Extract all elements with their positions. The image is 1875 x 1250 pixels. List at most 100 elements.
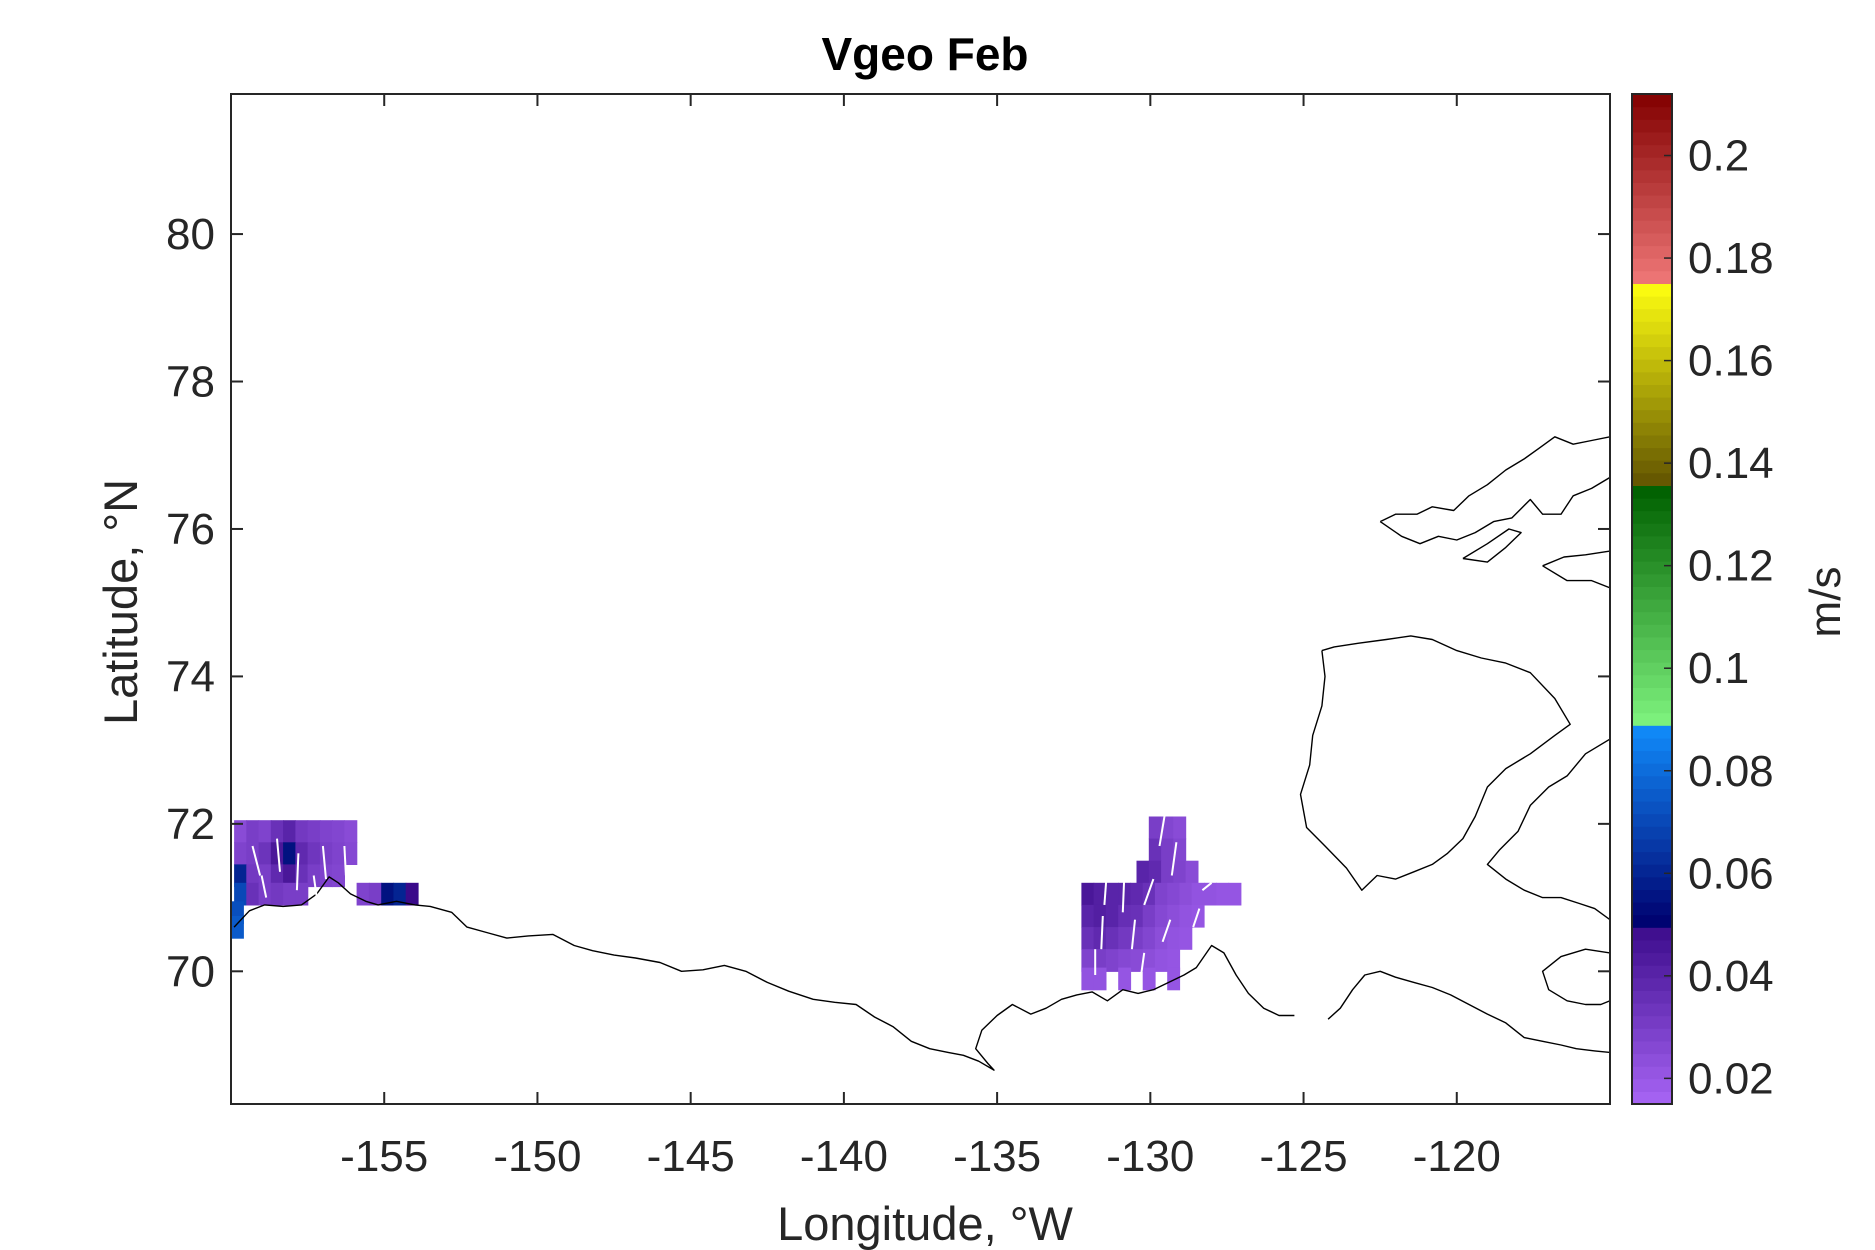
heatmap-cell — [307, 820, 321, 843]
colorbar-band — [1632, 94, 1672, 108]
heatmap-cell — [332, 842, 345, 865]
heatmap-cell — [1167, 949, 1181, 972]
colorbar-band — [1632, 649, 1672, 663]
coastline — [1542, 550, 1610, 589]
velocity-vector — [1161, 919, 1172, 943]
heatmap-cell — [1093, 927, 1107, 950]
x-tick-label: -155 — [340, 1132, 428, 1181]
colorbar-band — [1632, 700, 1672, 714]
colorbar-band — [1632, 775, 1672, 789]
colorbar-band — [1632, 674, 1672, 688]
heatmap-cell — [234, 842, 247, 865]
heatmap-cell — [231, 916, 244, 939]
colorbar-band — [1632, 561, 1672, 575]
colorbar-band — [1632, 359, 1672, 373]
heatmap-cell — [1118, 882, 1132, 906]
coastline — [1327, 970, 1610, 1054]
coastline — [1486, 738, 1610, 921]
heatmap-cell — [368, 882, 382, 906]
colorbar-band — [1632, 687, 1672, 701]
colorbar-band — [1632, 914, 1672, 928]
colorbar-band — [1632, 144, 1672, 158]
heatmap-cell — [234, 864, 247, 888]
colorbar-band — [1632, 611, 1672, 625]
colorbar-band — [1632, 737, 1672, 752]
colorbar-band — [1632, 182, 1672, 196]
heatmap-cell — [405, 882, 419, 906]
colorbar: 0.02 0.04 0.06 0.08 0.1 0.12 0.14 0.16 0.18 0.2 — [1631, 93, 1774, 1105]
velocity-vector — [260, 875, 268, 898]
coastline — [233, 876, 1295, 1071]
heatmap-cell — [1118, 949, 1132, 972]
heatmap-cell — [319, 842, 333, 865]
heatmap-cell — [1148, 860, 1162, 884]
heatmap-cell — [234, 882, 247, 906]
heatmap-cell — [1105, 904, 1119, 928]
colorbar-band — [1632, 662, 1672, 676]
plot-area — [231, 436, 1610, 1071]
velocity-vector — [1170, 842, 1178, 876]
heatmap-cell — [1105, 949, 1119, 972]
heatmap-cell — [1179, 927, 1193, 950]
velocity-vectors — [251, 808, 1213, 976]
colorbar-band — [1632, 447, 1672, 461]
heatmap-cell — [1118, 967, 1132, 991]
colorbar-band — [1632, 498, 1672, 512]
velocity-vector — [1130, 919, 1136, 950]
colorbar-band — [1632, 169, 1672, 183]
x-tick-label: -130 — [1106, 1132, 1194, 1181]
heatmap-cell — [270, 842, 284, 865]
colorbar-band — [1632, 902, 1672, 916]
heatmap-cell — [1148, 816, 1162, 840]
x-tick-label: -135 — [953, 1132, 1041, 1181]
colorbar-band — [1632, 636, 1672, 651]
heatmap-cell — [1136, 860, 1150, 884]
colorbar-band — [1632, 207, 1672, 221]
heatmap-cell — [1118, 904, 1132, 928]
x-tick-label: -140 — [800, 1132, 888, 1181]
colorbar-tick-label: 0.14 — [1688, 439, 1774, 488]
heatmap-cell — [344, 842, 358, 865]
heatmap-cell — [1093, 882, 1107, 906]
colorbar-band — [1632, 195, 1672, 209]
colorbar-band — [1632, 283, 1672, 297]
heatmap-cell — [1154, 882, 1168, 906]
colorbar-tick-label: 0.04 — [1688, 952, 1774, 1001]
heatmap-cells — [231, 816, 1242, 991]
heatmap-cell — [1179, 904, 1193, 928]
colorbar-band — [1632, 1003, 1672, 1017]
colorbar-band — [1632, 1028, 1672, 1042]
coastline — [1379, 436, 1610, 545]
colorbar-band — [1632, 1091, 1672, 1105]
velocity-vector — [312, 875, 318, 898]
colorbar-band — [1632, 422, 1672, 436]
heatmap-cell — [1093, 904, 1107, 928]
colorbar-band — [1632, 106, 1672, 120]
heatmap-cell — [1105, 927, 1119, 950]
colorbar-band — [1632, 788, 1672, 802]
y-tick-label: 80 — [166, 210, 215, 259]
colorbar-band — [1632, 371, 1672, 385]
colorbar-band — [1632, 952, 1672, 966]
heatmap-cell — [1081, 882, 1095, 906]
heatmap-cell — [1173, 860, 1187, 884]
colorbar-band — [1632, 333, 1672, 348]
colorbar-band — [1632, 434, 1672, 449]
heatmap-cell — [1130, 949, 1144, 972]
colorbar-band — [1632, 220, 1672, 234]
heatmap-cell — [1204, 882, 1217, 906]
heatmap-cell — [332, 820, 345, 843]
heatmap-cell — [1179, 882, 1193, 906]
colorbar-band — [1632, 876, 1672, 890]
heatmap-cell — [1093, 949, 1107, 972]
heatmap-cell — [1093, 967, 1107, 991]
x-tick-label: -125 — [1260, 1132, 1348, 1181]
velocity-vector — [251, 845, 262, 876]
colorbar-band — [1632, 1040, 1672, 1055]
heatmap-cell — [270, 820, 284, 843]
colorbar-band — [1632, 864, 1672, 878]
colorbar-band — [1632, 712, 1672, 726]
y-tick-label: 70 — [166, 947, 215, 996]
colorbar-band — [1632, 939, 1672, 954]
colorbar-band — [1632, 838, 1672, 853]
